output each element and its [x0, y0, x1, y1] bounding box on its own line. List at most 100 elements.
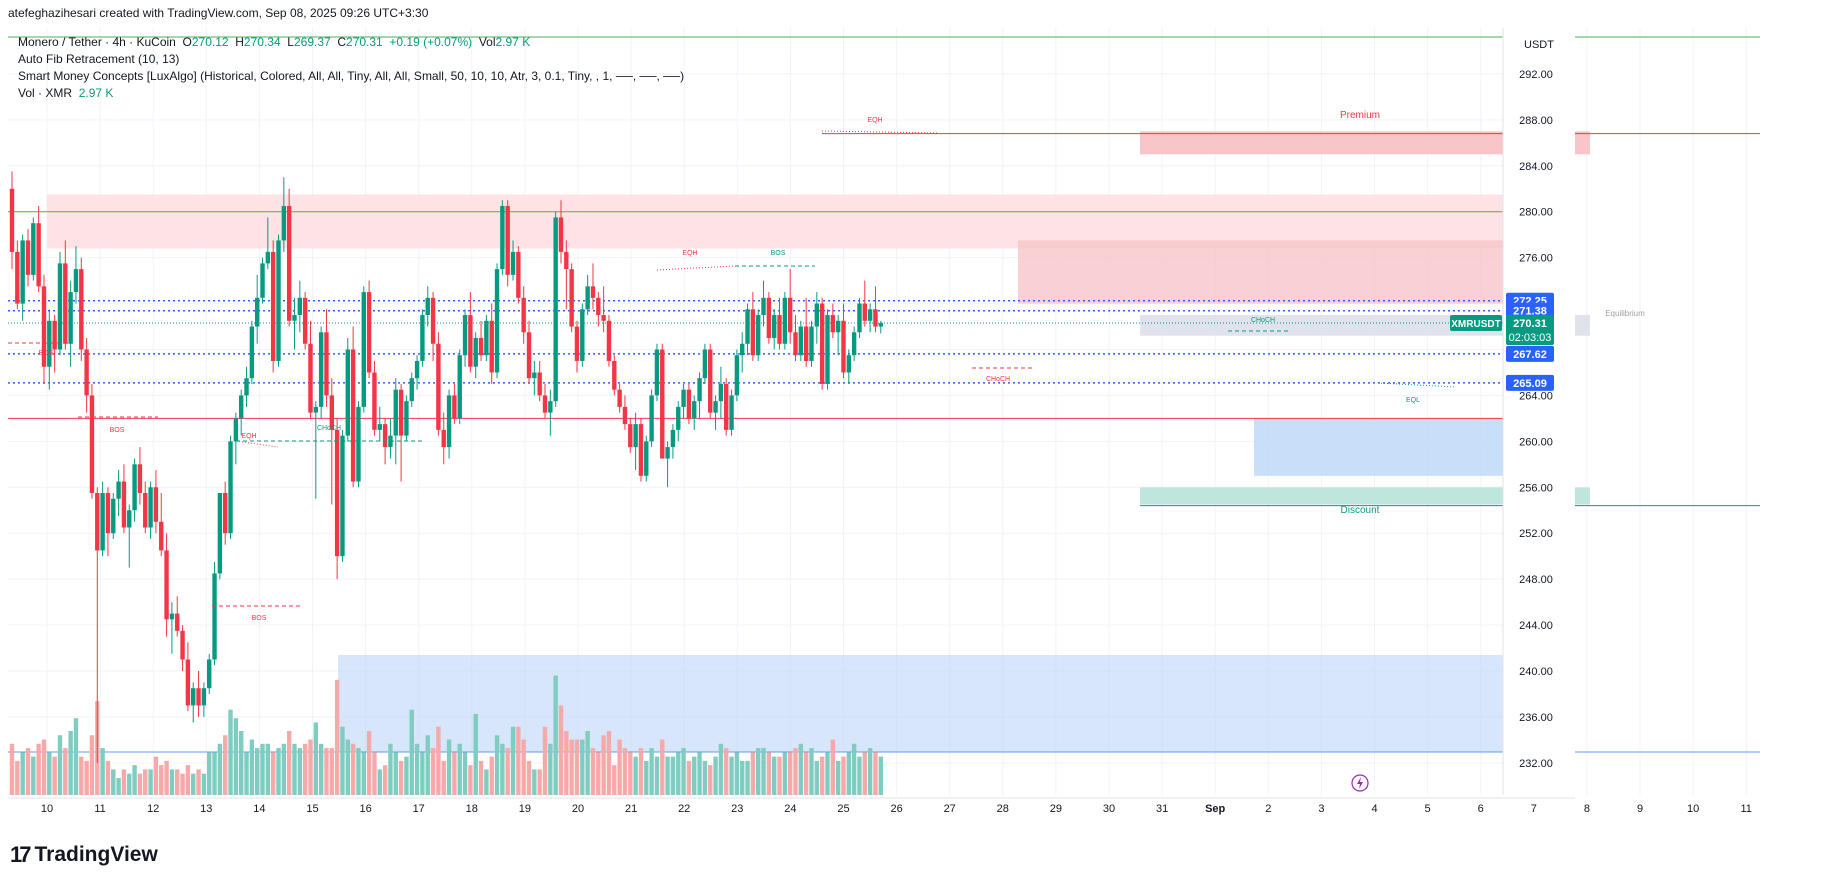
- candle[interactable]: [574, 320, 580, 373]
- candle[interactable]: [329, 378, 334, 505]
- candle[interactable]: [180, 625, 185, 671]
- price-tag[interactable]: 265.09: [1506, 374, 1554, 391]
- candle[interactable]: [249, 320, 255, 384]
- lightning-icon[interactable]: [1351, 774, 1369, 792]
- candle[interactable]: [708, 343, 713, 419]
- candle[interactable]: [798, 320, 804, 361]
- candle[interactable]: [233, 412, 239, 465]
- candle[interactable]: [521, 286, 526, 344]
- candle[interactable]: [238, 389, 244, 436]
- candle[interactable]: [254, 274, 260, 344]
- candle[interactable]: [692, 395, 697, 430]
- candle[interactable]: [494, 263, 500, 379]
- candle[interactable]: [457, 349, 462, 425]
- candle[interactable]: [105, 487, 111, 557]
- candle[interactable]: [302, 292, 308, 350]
- candle[interactable]: [148, 481, 153, 539]
- candle[interactable]: [787, 269, 793, 344]
- indicator-smc[interactable]: Smart Money Concepts [LuxAlgo] (Historic…: [18, 69, 685, 83]
- candle[interactable]: [782, 292, 788, 350]
- candle[interactable]: [137, 447, 143, 505]
- candle[interactable]: [132, 458, 137, 522]
- candle[interactable]: [159, 493, 164, 557]
- candle[interactable]: [489, 303, 494, 384]
- candle[interactable]: [185, 642, 191, 712]
- candle[interactable]: [622, 395, 628, 430]
- candle[interactable]: [532, 360, 537, 396]
- candle[interactable]: [334, 418, 340, 580]
- candle[interactable]: [452, 383, 457, 425]
- candle[interactable]: [542, 383, 548, 419]
- candle[interactable]: [153, 470, 159, 534]
- candle[interactable]: [665, 441, 670, 488]
- candle[interactable]: [510, 240, 516, 281]
- candle[interactable]: [116, 470, 121, 516]
- candle[interactable]: [612, 355, 617, 396]
- candle[interactable]: [41, 274, 47, 384]
- candle[interactable]: [756, 309, 761, 361]
- candle[interactable]: [580, 303, 585, 367]
- candle[interactable]: [846, 349, 852, 384]
- candle[interactable]: [697, 372, 702, 419]
- candle[interactable]: [409, 372, 414, 407]
- candle[interactable]: [718, 366, 724, 419]
- candle[interactable]: [127, 504, 132, 568]
- candle[interactable]: [100, 481, 105, 557]
- candle[interactable]: [212, 561, 217, 666]
- candle[interactable]: [617, 383, 622, 413]
- candle[interactable]: [169, 602, 175, 654]
- candle[interactable]: [569, 263, 574, 333]
- candle[interactable]: [771, 309, 777, 350]
- candle[interactable]: [835, 315, 841, 356]
- candle[interactable]: [862, 280, 867, 327]
- candle[interactable]: [841, 303, 846, 379]
- candle[interactable]: [548, 389, 553, 436]
- candle[interactable]: [660, 343, 665, 459]
- candle[interactable]: [590, 263, 596, 310]
- candle[interactable]: [308, 320, 313, 419]
- candle[interactable]: [20, 234, 25, 321]
- candle[interactable]: [601, 286, 606, 333]
- candle[interactable]: [814, 292, 820, 344]
- candle[interactable]: [276, 234, 281, 367]
- candle[interactable]: [825, 309, 830, 390]
- candle[interactable]: [270, 240, 276, 373]
- candle[interactable]: [31, 217, 36, 281]
- candle[interactable]: [649, 389, 654, 448]
- candle[interactable]: [484, 315, 489, 361]
- candle[interactable]: [558, 200, 564, 264]
- candle[interactable]: [345, 338, 350, 442]
- candle[interactable]: [313, 401, 319, 499]
- symbol-ohlc-row[interactable]: Monero / Tether · 4h · KuCoin O270.12 H2…: [18, 34, 684, 51]
- candle[interactable]: [686, 383, 692, 425]
- candle[interactable]: [281, 177, 287, 252]
- candle[interactable]: [207, 653, 212, 694]
- candle[interactable]: [638, 418, 644, 482]
- candle[interactable]: [867, 303, 873, 333]
- candle[interactable]: [340, 429, 345, 562]
- candle[interactable]: [526, 320, 532, 384]
- candle[interactable]: [436, 332, 441, 436]
- candle[interactable]: [68, 280, 73, 367]
- candle[interactable]: [803, 297, 809, 367]
- candle[interactable]: [9, 171, 15, 270]
- price-tag[interactable]: 271.38: [1506, 302, 1554, 319]
- candle[interactable]: [25, 228, 31, 287]
- candle[interactable]: [468, 292, 473, 373]
- candle[interactable]: [761, 280, 766, 327]
- candle[interactable]: [388, 418, 393, 459]
- candle[interactable]: [606, 315, 612, 367]
- candle[interactable]: [500, 200, 505, 275]
- indicator-volume[interactable]: Vol · XMR 2.97 K: [18, 85, 684, 102]
- candle[interactable]: [628, 418, 633, 453]
- candle[interactable]: [633, 412, 638, 471]
- candle[interactable]: [361, 286, 366, 413]
- candle[interactable]: [745, 303, 750, 356]
- candle[interactable]: [414, 355, 420, 390]
- candle[interactable]: [654, 343, 660, 402]
- candle[interactable]: [681, 383, 686, 419]
- candle[interactable]: [111, 493, 116, 539]
- candle[interactable]: [15, 240, 20, 310]
- candle[interactable]: [516, 246, 521, 304]
